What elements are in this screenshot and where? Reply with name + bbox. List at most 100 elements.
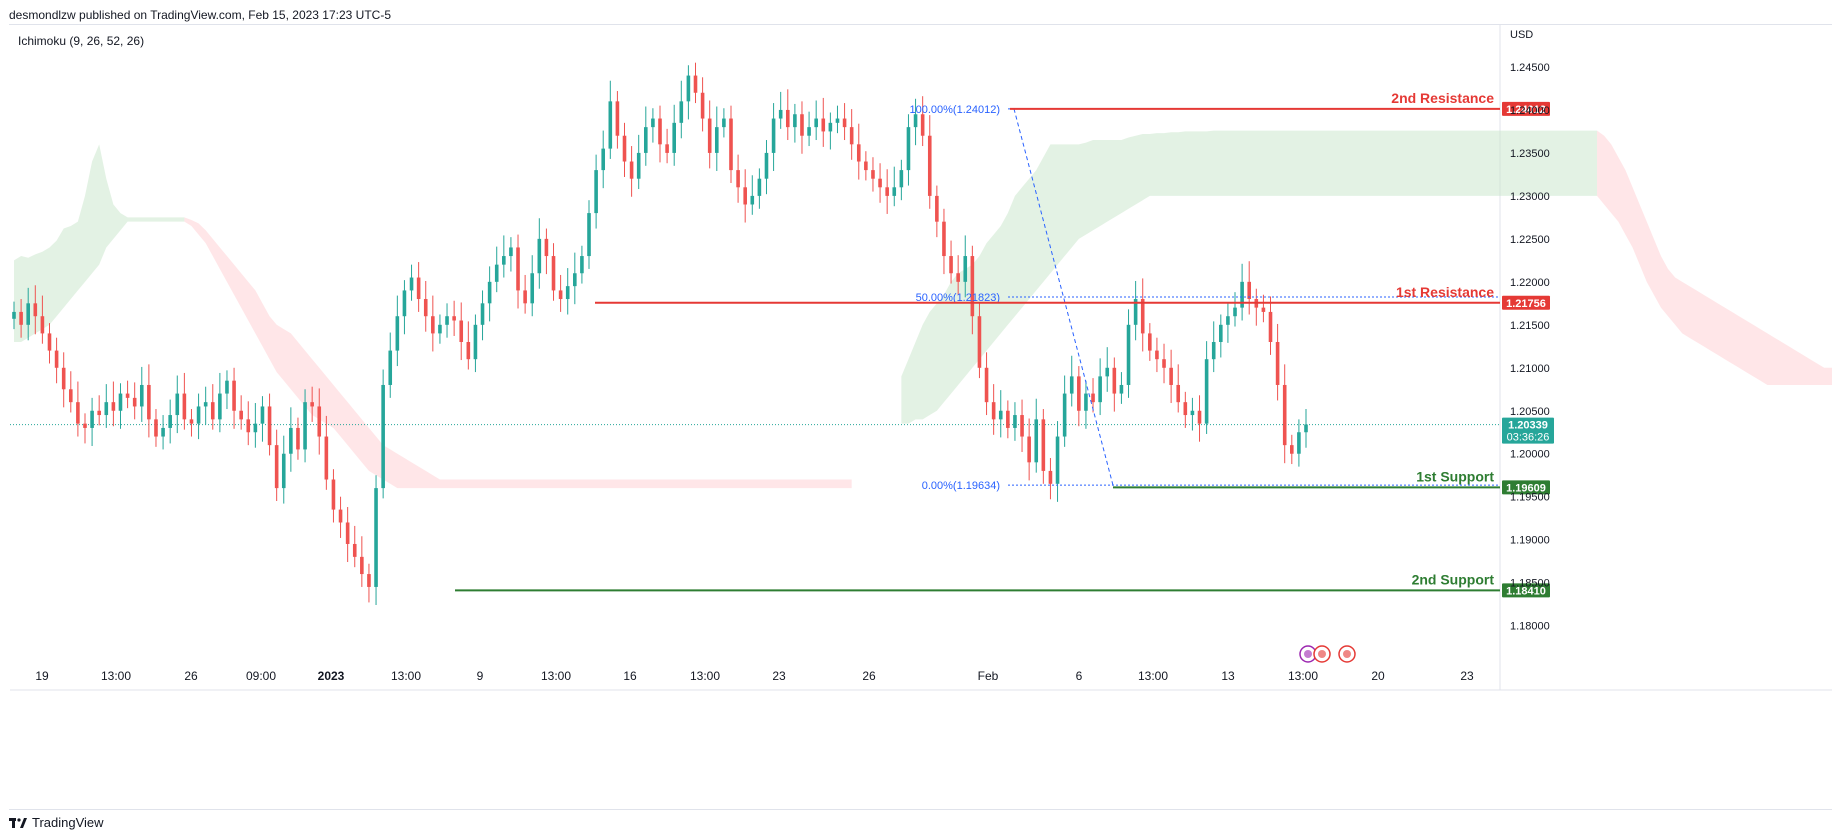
ichimoku-cloud-bull-0 [14,144,185,342]
candle-body [502,256,506,265]
candle-body [814,118,818,128]
candle-body [345,522,350,544]
y-tick-label: 1.21500 [1510,320,1550,332]
candle-body [445,316,449,325]
candle-body [722,118,726,128]
candle-body [480,303,485,325]
candle-body [835,118,840,123]
candle-body [260,406,265,424]
candle-body [310,402,314,407]
candle-body [1148,333,1152,351]
fib-level-label-2: 0.00%(1.19634) [922,480,1000,492]
candle-body [977,316,982,368]
candle-body [601,148,606,171]
candle-body [253,423,258,433]
candle-body [381,384,385,489]
candle-body [878,178,882,188]
candle-body [494,264,499,282]
candle-body [636,152,641,179]
candle-body [1133,299,1138,325]
candle-body [1020,415,1024,437]
candle-body [1290,445,1294,454]
x-tick-label: 13 [1221,669,1235,683]
indicator-label[interactable]: Ichimoku (9, 26, 52, 26) [18,34,145,48]
candle-body [1034,419,1039,463]
candle-body [289,427,293,454]
candle-body [516,247,520,291]
candle-body [1069,376,1074,394]
candle-body [693,75,698,93]
x-tick-label: 09:00 [246,669,276,683]
footer-brand[interactable]: TradingView [9,815,104,830]
candle-body [1282,384,1287,446]
candle-body [778,109,783,119]
candle-body [1098,376,1102,403]
tv-logo-icon [9,817,27,828]
candle-body [899,170,904,188]
y-tick-label: 1.19000 [1510,535,1550,547]
candle-body [19,311,23,325]
level-price-tag: 1.18410 [1506,585,1546,597]
candle-body [68,389,73,403]
candle-body [856,144,861,162]
candle-body [565,286,570,300]
y-tick-label: 1.18000 [1510,621,1550,633]
candle-body [232,380,236,411]
candle-body [842,118,847,128]
candle-body [991,402,996,420]
price-chart[interactable]: USD 100.00%(1.24012) 50.00%(1.21823) 0.00%(… [0,0,1832,812]
candle-body [296,427,300,450]
candle-body [622,135,627,162]
candle-body [83,423,87,428]
candle-body [743,187,747,205]
candle-body [388,350,393,385]
candle-body [1247,281,1252,300]
candle-body [984,367,989,403]
candle-body [1190,410,1195,416]
candle-body [1055,436,1060,484]
candle-body [1013,415,1017,428]
candle-body [175,393,180,416]
candle-body [1183,402,1188,416]
candle-body [679,101,684,123]
candle-body [267,406,272,446]
candle-body [196,406,201,424]
level-price-tag-bg [1502,583,1550,598]
candle-body [771,118,776,153]
candle-body [402,290,407,317]
candle-body [1041,419,1046,471]
candle-body [324,436,329,480]
candle-body [551,256,556,291]
candle-body [998,410,1003,420]
candle-body [374,488,378,587]
candle-body [956,273,960,282]
candle-body [118,393,123,411]
candle-body [132,397,137,407]
candle-body [793,114,797,128]
level-price-tag-bg [1502,295,1550,310]
candle-body [1027,436,1031,463]
candle-body [40,316,45,334]
candle-body [487,281,492,304]
candle-body [409,277,414,291]
candle-body [1275,342,1280,385]
candle-body [1226,316,1230,325]
candle-body [864,161,868,171]
economic-event-icon-dot [1343,650,1351,658]
candle-body [587,213,591,257]
candle-body [785,109,790,128]
candle-body [317,406,322,437]
candle-body [942,221,946,257]
x-tick-label: 26 [184,669,198,683]
candle-body [1112,367,1117,394]
candle-body [459,320,464,342]
candle-body [558,290,563,300]
candle-body [338,509,343,523]
candle-body [1084,393,1088,411]
candle-body [963,256,968,282]
candle-body [594,170,598,214]
candle-body [849,127,854,145]
candle-body [828,122,833,132]
candle-body [821,118,826,132]
candle-body [239,410,243,420]
